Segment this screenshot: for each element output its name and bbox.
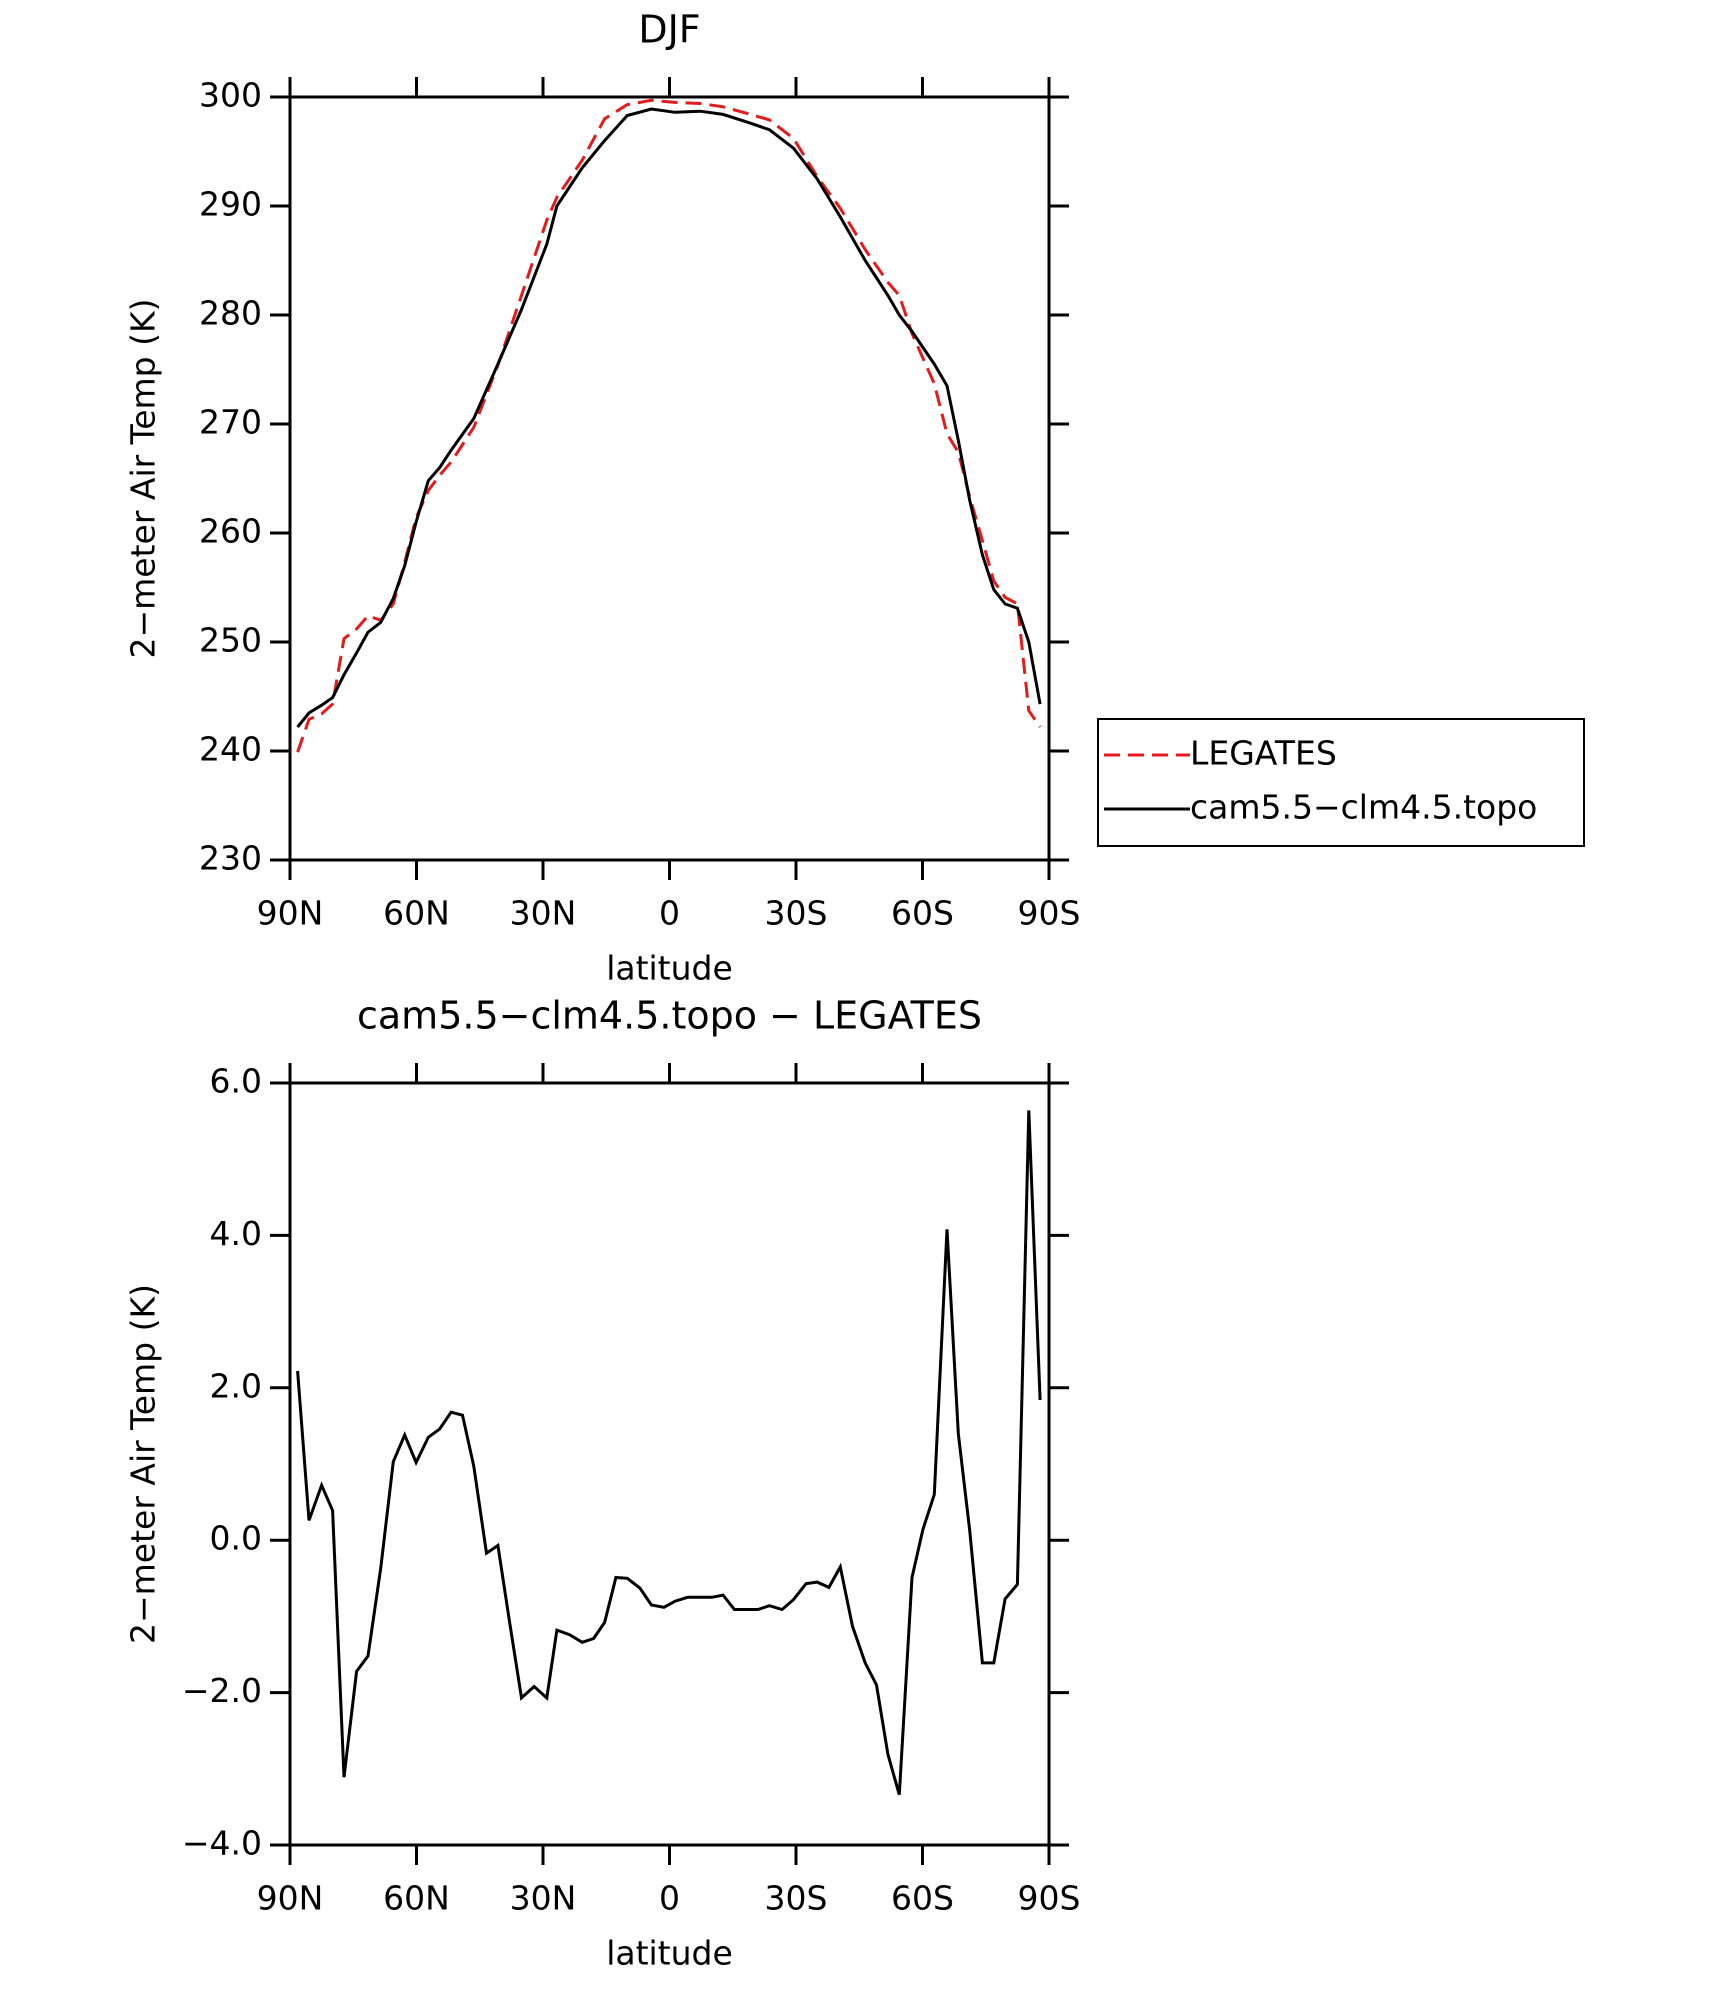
- x-tick-label: 30N: [510, 894, 577, 933]
- x-axis-label: latitude: [606, 1934, 733, 1973]
- y-tick-label: 260: [199, 512, 262, 551]
- x-tick-label: 0: [659, 1879, 680, 1918]
- x-tick-label: 30S: [765, 894, 828, 933]
- plot-frame: [288, 95, 1051, 862]
- x-tick-label: 90N: [257, 1879, 324, 1918]
- legend-label: cam5.5−clm4.5.topo: [1190, 788, 1537, 827]
- series-line: [296, 98, 1042, 753]
- y-tick-label: −2.0: [182, 1671, 262, 1710]
- x-tick-label: 60S: [891, 1879, 954, 1918]
- y-tick-label: −4.0: [182, 1824, 262, 1863]
- y-tick-label: 6.0: [210, 1062, 262, 1101]
- y-tick-label: 280: [199, 294, 262, 333]
- x-tick-label: 30S: [765, 1879, 828, 1918]
- series-line: [296, 1110, 1042, 1796]
- y-tick-label: 290: [199, 185, 262, 224]
- y-tick-label: 300: [199, 76, 262, 115]
- chart-title: cam5.5−clm4.5.topo − LEGATES: [357, 994, 982, 1038]
- plot-frame: [288, 1081, 1051, 1847]
- x-tick-label: 90N: [257, 894, 324, 933]
- x-tick-label: 90S: [1018, 1879, 1081, 1918]
- x-tick-label: 0: [659, 894, 680, 933]
- y-axis-label: 2−meter Air Temp (K): [124, 298, 163, 658]
- y-tick-label: 240: [199, 730, 262, 769]
- chart-title: DJF: [638, 8, 700, 52]
- y-tick-label: 4.0: [210, 1214, 262, 1253]
- series-line: [296, 107, 1042, 728]
- x-tick-label: 60N: [383, 894, 450, 933]
- x-tick-label: 60S: [891, 894, 954, 933]
- y-tick-label: 2.0: [210, 1366, 262, 1405]
- y-axis-label: 2−meter Air Temp (K): [124, 1284, 163, 1644]
- legend-label: LEGATES: [1190, 734, 1337, 773]
- legend-box: [1097, 718, 1585, 847]
- y-tick-label: 270: [199, 403, 262, 442]
- y-tick-label: 0.0: [210, 1519, 262, 1558]
- x-tick-label: 90S: [1018, 894, 1081, 933]
- x-tick-label: 30N: [510, 1879, 577, 1918]
- x-axis-label: latitude: [606, 949, 733, 988]
- y-tick-label: 250: [199, 621, 262, 660]
- x-tick-label: 60N: [383, 1879, 450, 1918]
- y-tick-label: 230: [199, 839, 262, 878]
